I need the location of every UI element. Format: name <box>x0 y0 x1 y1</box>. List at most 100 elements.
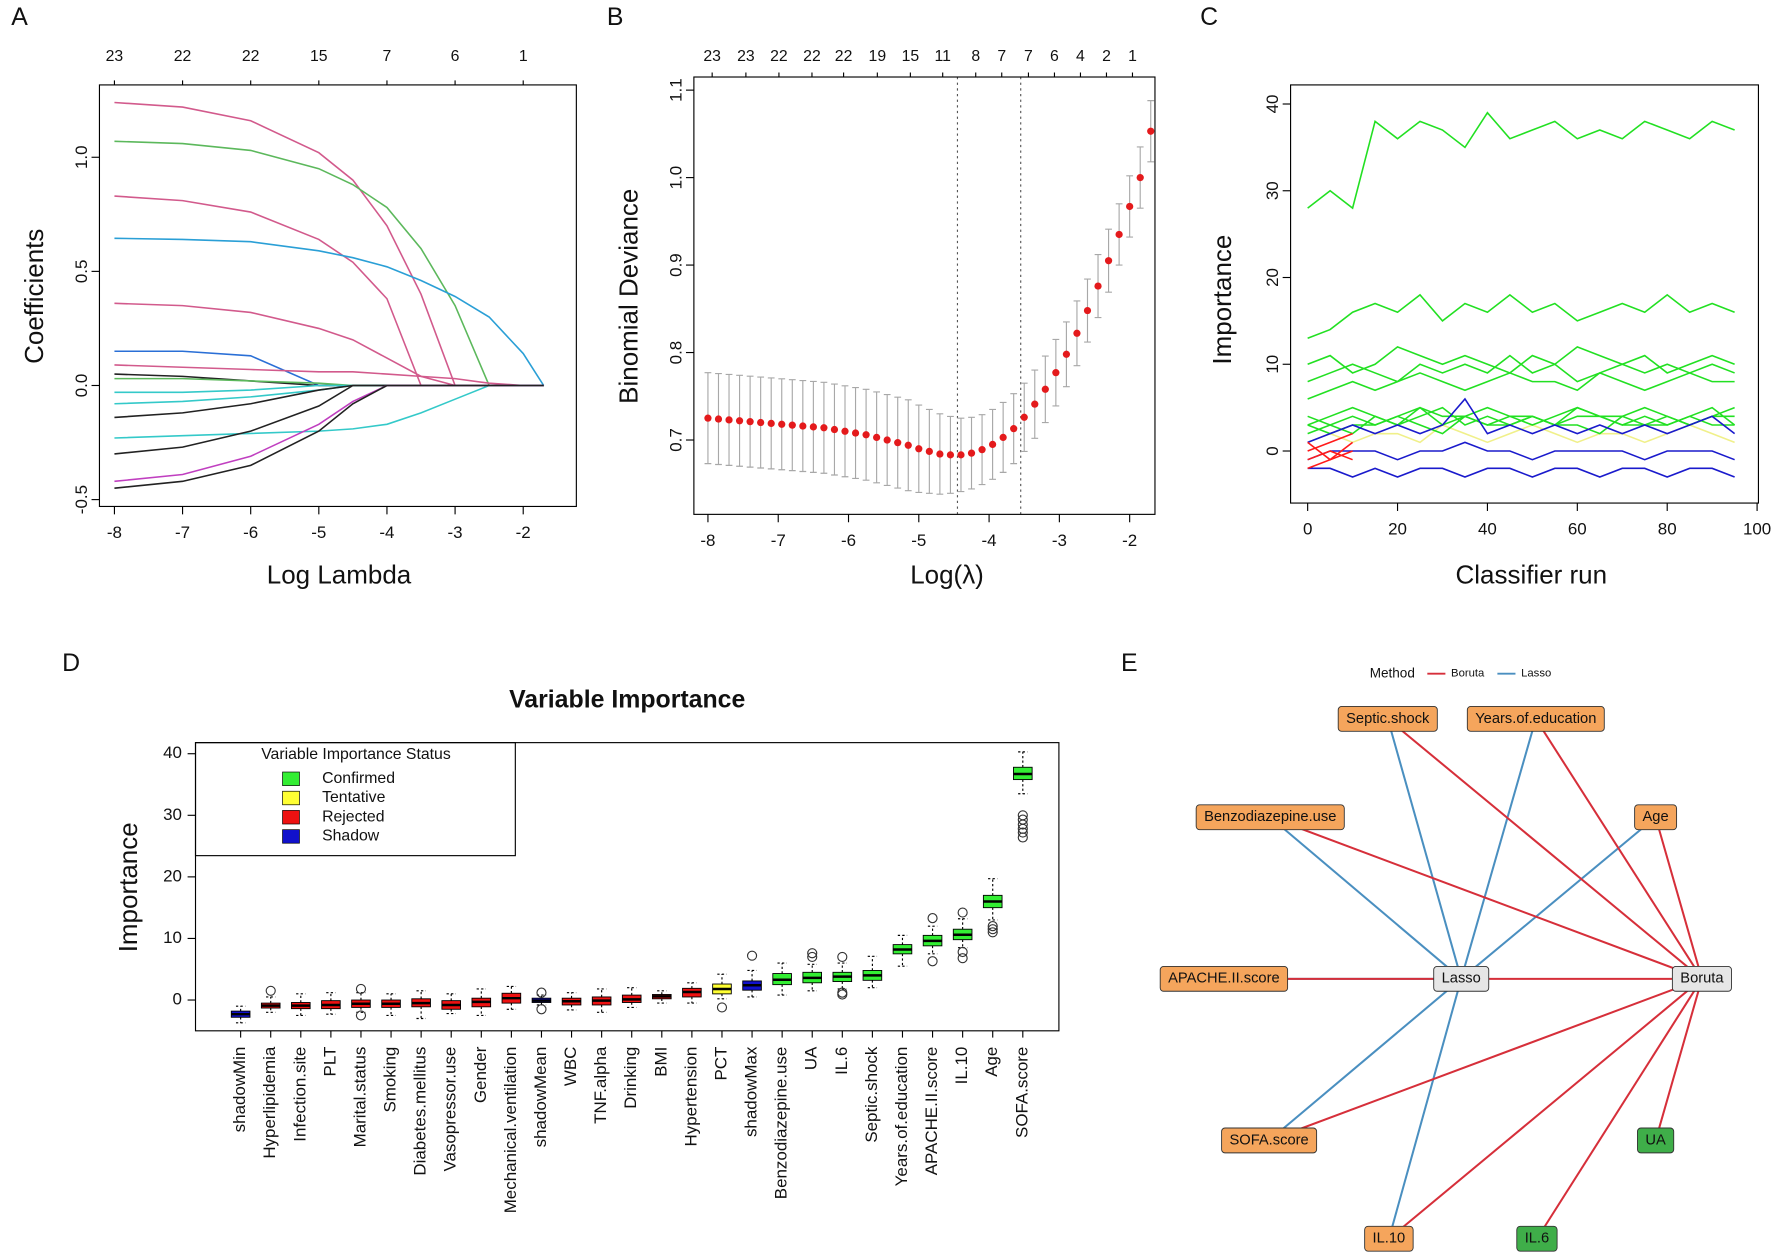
point <box>904 441 912 449</box>
top-tick-label: 7 <box>997 48 1006 65</box>
point <box>978 446 986 454</box>
top-tick-label: 6 <box>451 48 460 65</box>
x-tick-label: IL.10 <box>952 1047 971 1085</box>
node-label: Lasso <box>1442 971 1481 987</box>
top-tick-label: 23 <box>703 48 721 65</box>
x-tick-label: Marital.status <box>350 1047 369 1148</box>
x-tick-label: Gender <box>471 1046 490 1103</box>
outlier <box>957 907 968 918</box>
y-tick-label: 0.8 <box>666 341 685 365</box>
x-tick-label: Age <box>982 1047 1001 1077</box>
node <box>1221 1127 1318 1154</box>
outlier <box>927 956 938 967</box>
point <box>830 425 839 434</box>
point <box>946 451 955 459</box>
top-tick-label: 1 <box>1128 48 1137 65</box>
node <box>1634 804 1678 831</box>
whisker-high <box>927 925 938 936</box>
legend-swatch <box>282 771 300 786</box>
whisker-low <box>416 1006 426 1020</box>
whisker-high <box>326 992 336 1001</box>
point <box>862 431 870 439</box>
node <box>1195 804 1345 831</box>
point <box>767 419 775 428</box>
top-tick-label: 7 <box>383 48 392 65</box>
point <box>757 418 765 427</box>
point <box>1115 230 1123 239</box>
whisker-low <box>596 1004 607 1013</box>
chart-title: Variable Importance <box>509 685 745 713</box>
x-tick-label: -3 <box>1052 531 1067 550</box>
node-label: APACHE.II.score <box>1168 971 1280 987</box>
x-tick-label: WBC <box>561 1047 580 1087</box>
y-tick-label: 0.7 <box>666 428 685 452</box>
edge <box>1460 816 1657 980</box>
edge <box>1388 978 1703 1240</box>
whisker-high <box>446 993 456 1001</box>
whisker-low <box>296 1008 306 1016</box>
whisker-high <box>777 962 787 974</box>
top-tick-label: 22 <box>803 48 821 65</box>
point <box>1041 385 1049 393</box>
y-tick-label: 20 <box>163 866 182 885</box>
edge <box>1386 718 1463 980</box>
top-tick-label: 23 <box>106 48 124 65</box>
legend-title: Method <box>1370 665 1415 680</box>
outlier <box>265 985 276 996</box>
point <box>1031 400 1039 408</box>
top-tick-label: 22 <box>835 48 853 65</box>
whisker-low <box>988 907 998 921</box>
x-tick-label: -6 <box>841 531 856 550</box>
node-label: IL.6 <box>1525 1231 1550 1247</box>
point <box>967 449 976 457</box>
top-tick-label: 11 <box>934 48 951 65</box>
x-tick-label: -4 <box>982 531 997 550</box>
x-tick-label: -3 <box>448 523 463 542</box>
x-tick-label: 0 <box>1303 520 1312 539</box>
node-label: Septic.shock <box>1346 711 1430 727</box>
whisker-high <box>717 973 727 985</box>
point <box>957 451 965 459</box>
whisker-low <box>326 1008 336 1015</box>
x-tick-label: Years.of.education <box>892 1047 911 1187</box>
edge <box>1268 977 1703 1142</box>
x-tick-label: -7 <box>175 523 190 542</box>
y-axis-label: Coefficients <box>19 229 49 364</box>
point <box>873 433 881 442</box>
point <box>1010 425 1018 433</box>
x-axis-label: Log Lambda <box>267 559 412 589</box>
whisker-low <box>506 1003 517 1010</box>
outlier <box>957 946 968 958</box>
x-tick-label: 40 <box>1478 520 1497 539</box>
whisker-high <box>867 955 878 971</box>
series-line <box>1307 441 1354 470</box>
whisker-high <box>627 987 637 996</box>
legend-label: Boruta <box>1451 668 1485 680</box>
x-axis-label: Log(λ) <box>910 559 984 589</box>
point <box>820 424 828 432</box>
node <box>1364 1225 1414 1252</box>
x-tick-label: 60 <box>1568 520 1587 539</box>
x-tick-label: Diabetes.mellitus <box>411 1047 430 1176</box>
outlier <box>355 983 367 995</box>
series-line <box>1307 372 1735 400</box>
y-axis-label: Binomial Deviance <box>613 189 643 404</box>
plot-frame <box>194 742 1060 1032</box>
node-label: Years.of.education <box>1475 711 1596 727</box>
top-tick-label: 15 <box>310 48 328 65</box>
point <box>1073 329 1081 337</box>
y-tick-label: 1.1 <box>666 78 685 102</box>
point <box>915 445 923 453</box>
x-tick-label: Vasopressor.use <box>441 1047 460 1172</box>
outlier <box>716 1002 728 1013</box>
point <box>1052 369 1060 377</box>
node <box>1433 965 1490 992</box>
node-label: Age <box>1643 809 1669 825</box>
whisker-high <box>988 878 998 896</box>
whisker-high <box>1018 751 1028 768</box>
point <box>1126 202 1134 211</box>
series-line <box>1307 450 1353 461</box>
node <box>1671 965 1732 992</box>
edge <box>1536 978 1703 1240</box>
plot-frame <box>693 76 1156 515</box>
